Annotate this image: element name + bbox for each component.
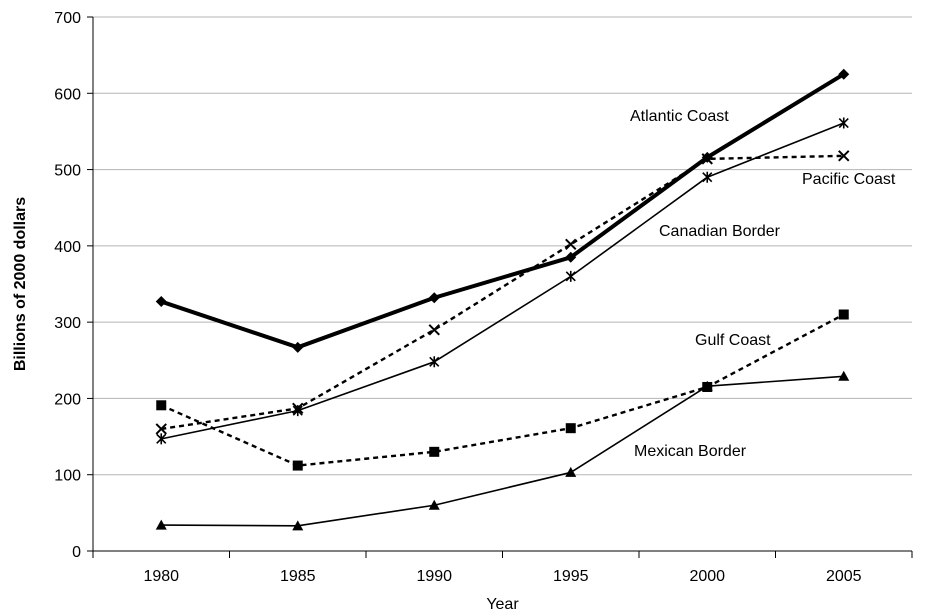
data-point (838, 150, 850, 162)
series-mexican-border (155, 370, 850, 531)
series-line (160, 313, 845, 467)
data-point (428, 324, 440, 336)
x-tick-label: 2000 (689, 568, 725, 585)
x-tick-label: 2005 (826, 568, 862, 585)
x-tick-label: 1980 (143, 568, 179, 585)
data-point (565, 238, 577, 251)
data-point (292, 341, 304, 353)
y-tick-label: 700 (54, 10, 81, 27)
series-line (161, 375, 844, 527)
series-label: Canadian Border (659, 223, 781, 240)
x-tick-label: 1995 (553, 568, 589, 585)
x-axis-title: Year (486, 596, 519, 613)
y-axis-title: Billions of 2000 dollars (12, 197, 29, 371)
data-point (565, 423, 576, 434)
data-point (702, 171, 713, 183)
data-point (565, 270, 576, 282)
data-point (156, 433, 167, 445)
data-point (292, 460, 303, 471)
series-label: Gulf Coast (695, 332, 771, 349)
data-point (428, 499, 440, 510)
series-pacific-coast (155, 150, 850, 435)
data-point (155, 519, 167, 530)
series-atlantic-coast (155, 68, 850, 353)
data-point (565, 251, 577, 263)
series-label: Mexican Border (634, 443, 747, 460)
series (155, 68, 850, 531)
data-point (565, 466, 577, 477)
series-canadian-border (156, 117, 849, 445)
tick-labels: 0 100 200 300 400 500 600 700 1980 1985 1990 1995 20… (54, 10, 913, 585)
data-point (155, 423, 167, 435)
data-point (429, 356, 440, 368)
data-point (429, 446, 440, 457)
series-label: Atlantic Coast (630, 108, 729, 125)
series-line (161, 154, 844, 431)
x-tick-label: 1990 (416, 568, 452, 585)
y-tick-label: 500 (54, 163, 81, 180)
data-point (428, 292, 440, 304)
y-tick-label: 300 (54, 315, 81, 332)
y-tick-label: 600 (54, 86, 81, 103)
y-tick-label: 400 (54, 239, 81, 256)
y-tick-label: 200 (54, 391, 81, 408)
series-line (161, 122, 845, 440)
data-point (838, 117, 849, 129)
data-point (155, 296, 167, 308)
series-label: Pacific Coast (802, 171, 896, 188)
data-point (701, 151, 713, 163)
data-point (838, 309, 849, 320)
series-labels: Atlantic Coast Pacific Coast Canadian Bord… (630, 108, 896, 460)
y-tick-label: 100 (54, 468, 81, 485)
series-line (160, 72, 845, 350)
axes (92, 17, 912, 552)
data-point (838, 370, 850, 381)
y-tick-label: 0 (72, 544, 81, 561)
data-point (292, 520, 304, 531)
data-point (292, 402, 304, 415)
x-tick-label: 1985 (280, 568, 316, 585)
data-point (156, 400, 167, 411)
data-point (701, 380, 713, 391)
data-point (838, 68, 850, 80)
gridlines (93, 16, 912, 476)
